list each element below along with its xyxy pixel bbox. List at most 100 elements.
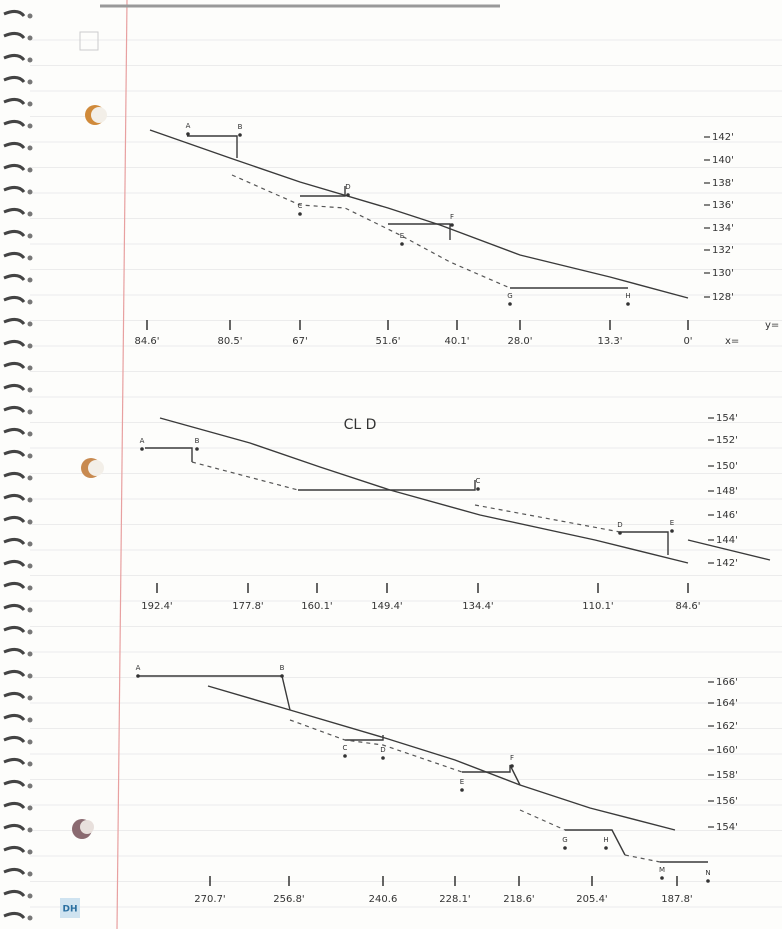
elevation-label: 162' xyxy=(716,721,738,732)
elevation-label: 138' xyxy=(712,178,734,189)
station-label: 134.4' xyxy=(462,601,493,612)
station-label: 149.4' xyxy=(371,601,402,612)
point-dot xyxy=(626,302,630,306)
point-dot xyxy=(280,674,284,678)
point-dot xyxy=(508,302,512,306)
spiral-hole xyxy=(28,850,33,855)
spiral-hole xyxy=(28,916,33,921)
elevation-label: 150' xyxy=(716,461,738,472)
elevation-label: 154' xyxy=(716,413,738,424)
point-dot xyxy=(346,193,350,197)
spiral-hole xyxy=(28,476,33,481)
spiral-hole xyxy=(28,212,33,217)
point-dot xyxy=(343,754,347,758)
elevation-label: 144' xyxy=(716,535,738,546)
spiral-hole xyxy=(28,586,33,591)
point-label: E xyxy=(460,778,464,786)
station-label: 84.6' xyxy=(675,601,700,612)
tab-marker-shade xyxy=(88,460,104,476)
elevation-label: 164' xyxy=(716,698,738,709)
tab-marker-shade xyxy=(91,107,107,123)
spiral-hole xyxy=(28,740,33,745)
point-label: E xyxy=(400,232,404,240)
station-label: 84.6' xyxy=(134,336,159,347)
spiral-hole xyxy=(28,630,33,635)
point-dot xyxy=(476,487,480,491)
point-label: F xyxy=(450,213,454,221)
elevation-label: 142' xyxy=(716,558,738,569)
point-dot xyxy=(670,529,674,533)
point-dot xyxy=(195,447,199,451)
point-label: B xyxy=(195,437,200,445)
station-label: 40.1' xyxy=(444,336,469,347)
point-label: A xyxy=(186,122,191,130)
point-label: B xyxy=(280,664,285,672)
point-dot xyxy=(186,132,190,136)
point-dot xyxy=(604,846,608,850)
station-label: 28.0' xyxy=(507,336,532,347)
elevation-label: 130' xyxy=(712,268,734,279)
point-label: A xyxy=(136,664,141,672)
point-dot xyxy=(706,879,710,883)
elevation-label: 140' xyxy=(712,155,734,166)
spiral-hole xyxy=(28,608,33,613)
point-dot xyxy=(136,674,140,678)
spiral-hole xyxy=(28,146,33,151)
point-label: H xyxy=(625,292,630,300)
elevation-label: 132' xyxy=(712,245,734,256)
elevation-label: 134' xyxy=(712,223,734,234)
spiral-hole xyxy=(28,498,33,503)
point-dot xyxy=(510,764,514,768)
elevation-label: 160' xyxy=(716,745,738,756)
point-dot xyxy=(381,756,385,760)
point-label: A xyxy=(140,437,145,445)
station-label: 256.8' xyxy=(273,894,304,905)
point-label: C xyxy=(343,744,348,752)
tab-marker-shade xyxy=(80,820,94,834)
spiral-hole xyxy=(28,652,33,657)
spiral-hole xyxy=(28,718,33,723)
spiral-hole xyxy=(28,432,33,437)
spiral-hole xyxy=(28,762,33,767)
spiral-hole xyxy=(28,806,33,811)
point-dot xyxy=(298,212,302,216)
elevation-label: 166' xyxy=(716,677,738,688)
spiral-hole xyxy=(28,36,33,41)
station-label: 0' xyxy=(683,336,692,347)
station-label: 67' xyxy=(292,336,307,347)
notebook-page: DH 84.6'80.5'67'51.6'40.1'28.0'13.3'0'14… xyxy=(0,0,782,929)
spiral-hole xyxy=(28,520,33,525)
elevation-label: 128' xyxy=(712,292,734,303)
point-dot xyxy=(450,223,454,227)
elevation-label: 148' xyxy=(716,486,738,497)
station-label: 51.6' xyxy=(375,336,400,347)
point-label: B xyxy=(238,123,243,131)
spiral-hole xyxy=(28,366,33,371)
station-label: 13.3' xyxy=(597,336,622,347)
profile-title: CL D xyxy=(344,417,377,433)
spiral-hole xyxy=(28,124,33,129)
spiral-hole xyxy=(28,696,33,701)
station-label: 192.4' xyxy=(141,601,172,612)
spiral-hole xyxy=(28,674,33,679)
point-label: D xyxy=(380,746,385,754)
elevation-label: 154' xyxy=(716,822,738,833)
station-label: 177.8' xyxy=(232,601,263,612)
point-label: G xyxy=(562,836,567,844)
point-label: N xyxy=(705,869,710,877)
point-label: D xyxy=(345,183,350,191)
spiral-hole xyxy=(28,454,33,459)
spiral-hole xyxy=(28,542,33,547)
spiral-hole xyxy=(28,190,33,195)
point-dot xyxy=(400,242,404,246)
station-label: 205.4' xyxy=(576,894,607,905)
stamp: DH xyxy=(62,905,77,915)
point-label: M xyxy=(659,866,665,874)
point-dot xyxy=(660,876,664,880)
point-label: F xyxy=(510,754,514,762)
point-label: C xyxy=(476,477,481,485)
station-label: 218.6' xyxy=(503,894,534,905)
elevation-label: 146' xyxy=(716,510,738,521)
spiral-hole xyxy=(28,80,33,85)
axis-note: y= xyxy=(765,320,779,331)
